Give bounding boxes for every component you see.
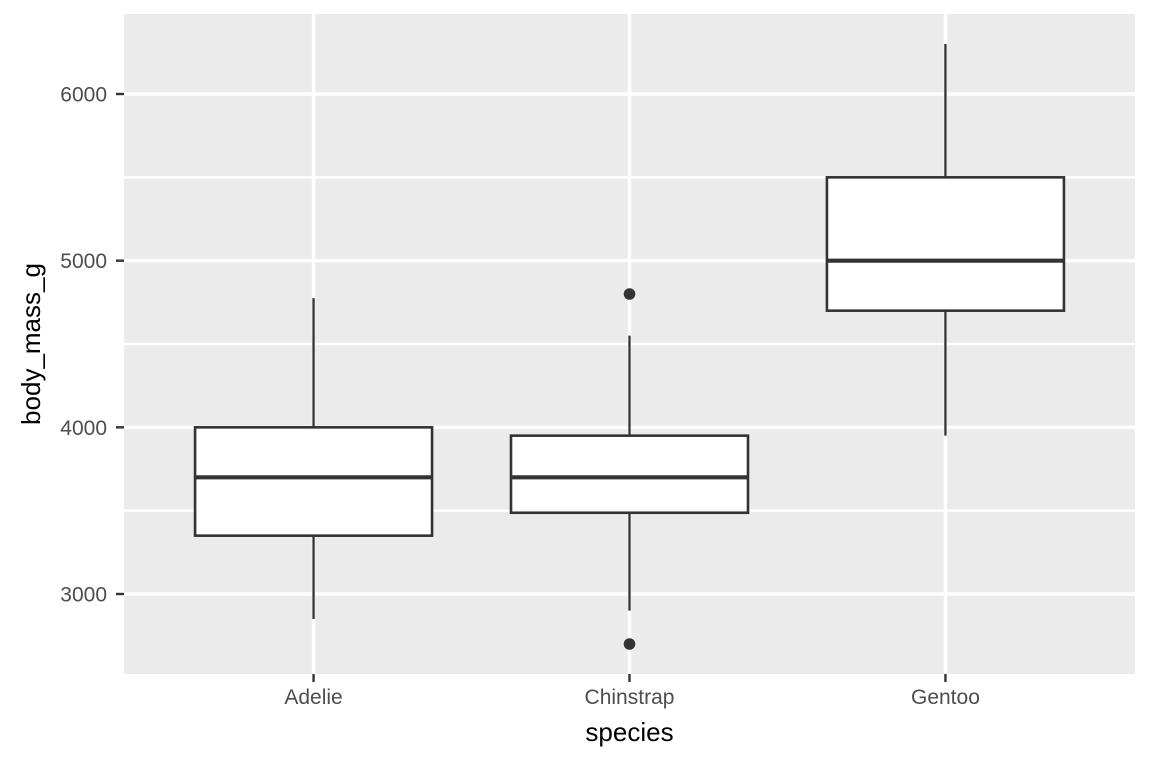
y-tick-label: 6000 xyxy=(60,84,107,107)
y-axis-tick-labels: 3000 4000 5000 6000 xyxy=(60,84,107,607)
boxplot-adelie xyxy=(193,298,434,619)
x-axis-tick-labels: Adelie Chinstrap Gentoo xyxy=(284,686,980,709)
iqr-box xyxy=(825,176,1066,312)
outlier-point xyxy=(623,638,636,650)
boxplot-gentoo xyxy=(825,44,1066,436)
y-tick-label: 4000 xyxy=(60,417,107,440)
x-axis-title: species xyxy=(585,717,673,747)
y-axis-title: body_mass_g xyxy=(16,263,46,425)
x-tick-label: Adelie xyxy=(284,686,342,709)
iqr-box xyxy=(193,426,434,537)
boxplots xyxy=(193,44,1066,650)
x-tick-label: Gentoo xyxy=(911,686,980,709)
y-axis-tick-marks xyxy=(116,92,124,596)
y-tick-label: 5000 xyxy=(60,250,107,273)
outlier-point xyxy=(623,288,636,300)
y-tick-label: 3000 xyxy=(60,584,107,607)
x-tick-label: Chinstrap xyxy=(585,686,675,709)
x-axis-tick-marks xyxy=(312,674,947,682)
boxplot-chinstrap xyxy=(509,288,750,650)
iqr-box xyxy=(509,434,750,515)
